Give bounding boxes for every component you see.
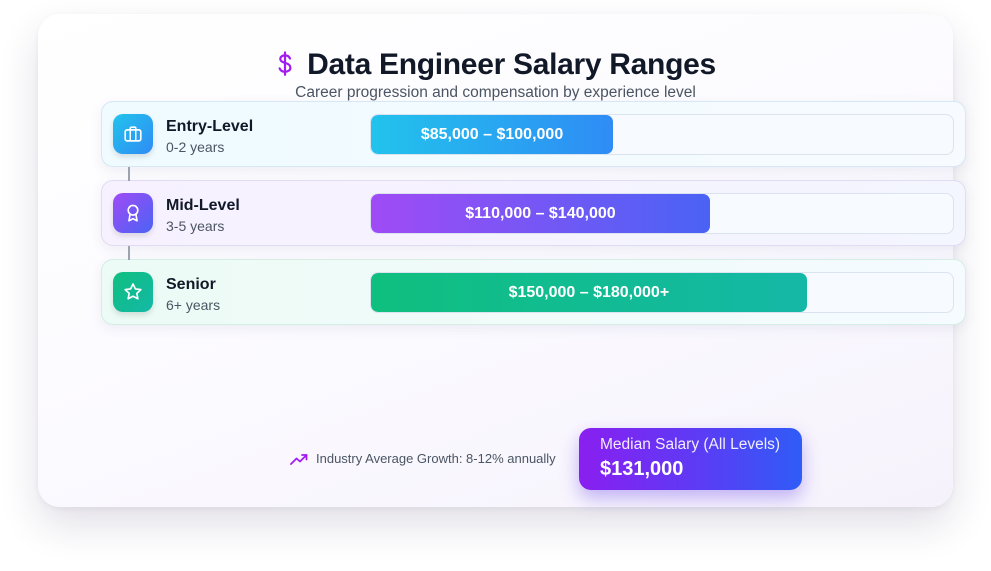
dollar-icon [278,51,292,76]
salary-track: $110,000 – $140,000 [370,193,954,234]
level-connector [128,246,130,260]
level-name: Entry-Level [166,118,254,135]
salary-bar: $150,000 – $180,000+ [371,273,807,312]
level-row: Senior 6+ years $150,000 – $180,000+ [101,259,966,325]
star-icon [113,272,153,312]
salary-track: $85,000 – $100,000 [370,114,954,155]
salary-range-label: $110,000 – $140,000 [465,204,616,222]
level-row: Entry-Level 0-2 years $85,000 – $100,000 [101,101,966,167]
median-salary-badge: Median Salary (All Levels) $131,000 [579,428,802,490]
level-years: 6+ years [166,297,221,313]
growth-note: Industry Average Growth: 8-12% annually [290,451,556,466]
level-years: 3-5 years [166,218,225,234]
level-connector [128,167,130,181]
salary-range-label: $85,000 – $100,000 [420,125,564,143]
level-name: Senior [166,276,216,293]
award-icon [113,193,153,233]
trending-up-icon [290,453,308,465]
page-title: Data Engineer Salary Ranges [307,48,716,81]
level-row: Mid-Level 3-5 years $110,000 – $140,000 [101,180,966,246]
salary-bar: $85,000 – $100,000 [371,115,614,154]
level-name: Mid-Level [166,197,240,214]
salary-bar: $110,000 – $140,000 [371,194,710,233]
salary-range-label: $150,000 – $180,000+ [508,283,670,301]
briefcase-icon [113,114,153,154]
title-row: Data Engineer Salary Ranges [38,48,953,82]
page-subtitle: Career progression and compensation by e… [295,84,696,101]
salary-card: Data Engineer Salary Ranges Career progr… [38,14,966,507]
level-years: 0-2 years [166,139,225,155]
salary-track: $150,000 – $180,000+ [370,272,954,313]
median-label: Median Salary (All Levels) [600,436,781,453]
median-value: $131,000 [600,458,684,480]
growth-text: Industry Average Growth: 8-12% annually [316,451,556,466]
